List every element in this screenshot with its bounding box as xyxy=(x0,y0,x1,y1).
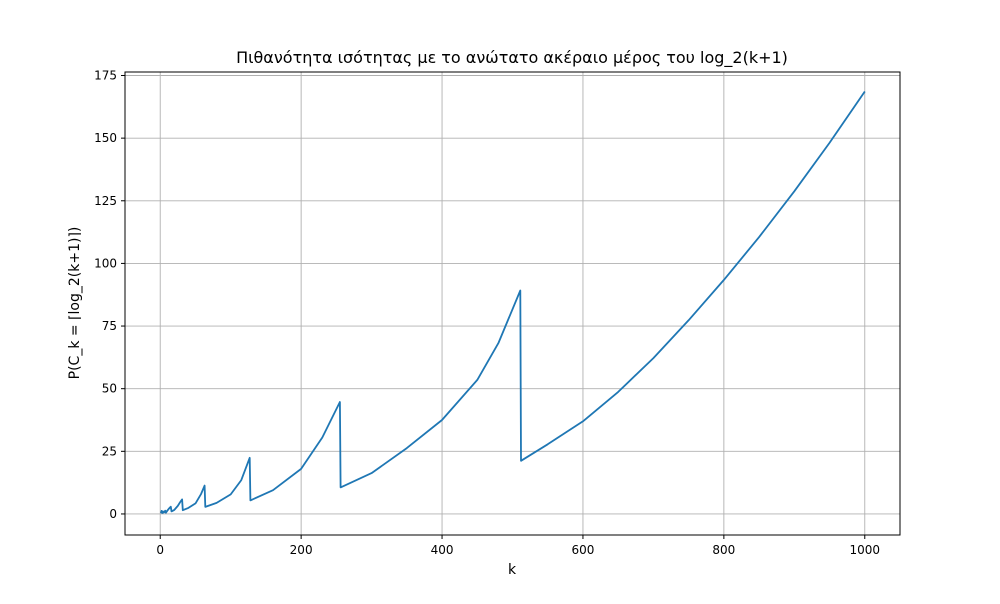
x-tick-label: 800 xyxy=(712,543,735,557)
y-tick-label: 125 xyxy=(94,194,117,208)
y-tick-label: 25 xyxy=(102,444,117,458)
plot-area xyxy=(125,72,900,535)
series-line xyxy=(160,90,866,514)
x-tick-label: 1000 xyxy=(849,543,880,557)
x-tick-label: 200 xyxy=(290,543,313,557)
x-tick-label: 0 xyxy=(156,543,164,557)
axis-ticks: 0 200 400 600 800 1000 0 25 50 75 100 125 150 175 xyxy=(94,69,880,557)
x-tick-label: 600 xyxy=(572,543,595,557)
y-axis-label: P(C_k = ⌈log_2(k+1)⌉) xyxy=(67,227,83,380)
plot-frame xyxy=(124,71,901,536)
data-series xyxy=(160,90,866,514)
x-tick-label: 400 xyxy=(431,543,454,557)
y-tick-label: 0 xyxy=(109,507,117,521)
y-tick-label: 150 xyxy=(94,131,117,145)
y-tick-label: 50 xyxy=(102,382,117,396)
y-tick-label: 175 xyxy=(94,69,117,83)
grid xyxy=(125,72,900,535)
y-tick-label: 100 xyxy=(94,256,117,270)
y-tick-label: 75 xyxy=(102,319,117,333)
chart-title: Πιθανότητα ισότητας με το ανώτατο ακέραι… xyxy=(236,48,788,68)
x-axis-label: k xyxy=(508,562,517,578)
